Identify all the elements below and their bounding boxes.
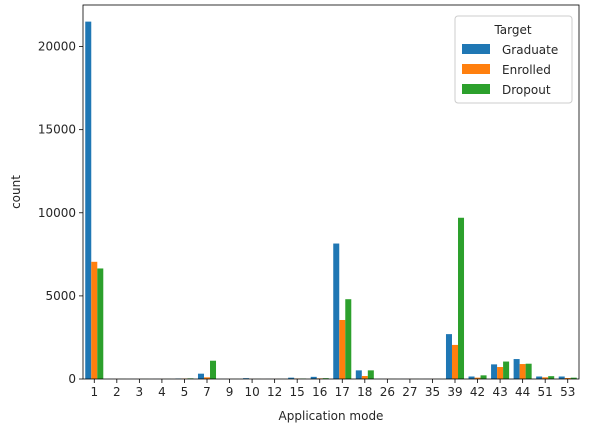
bar-dropout-16 [322,378,329,379]
bar-graduate-53 [558,376,565,379]
plot-frame [82,4,580,380]
bar-enrolled-42 [474,377,481,379]
y-tick-label: 15000 [38,123,76,137]
bar-graduate-18 [355,370,362,379]
legend-label-graduate: Graduate [502,43,558,57]
x-tick-label: 12 [267,385,282,399]
bar-dropout-1 [97,268,104,379]
x-tick-label: 15 [290,385,305,399]
bar-graduate-7 [197,373,204,379]
bar-graduate-42 [468,376,475,379]
x-tick-label: 9 [226,385,234,399]
bar-enrolled-18 [361,376,368,379]
x-tick-label: 39 [447,385,462,399]
y-axis-label: count [9,175,23,209]
bar-dropout-42 [480,375,487,379]
bar-enrolled-44 [519,364,526,379]
x-tick-label: 18 [357,385,372,399]
bar-graduate-39 [445,334,452,379]
y-tick-label: 5000 [45,289,76,303]
legend-box [454,15,573,104]
x-tick-label: 4 [158,385,166,399]
bar-graduate-44 [513,359,520,379]
x-tick-label: 35 [425,385,440,399]
bar-graduate-10 [243,378,250,379]
x-tick-label: 44 [515,385,530,399]
x-tick-label: 17 [335,385,350,399]
x-tick-label: 42 [470,385,485,399]
x-axis: 1 2 3 4 5 7 9 10 12 15 16 17 18 26 27 35 39 42 43 44 51 53 [90,379,575,399]
x-tick-label: 53 [560,385,575,399]
bar-dropout-53 [570,377,577,379]
x-tick-label: 3 [136,385,144,399]
bar-dropout-7 [210,360,217,379]
x-tick-label: 51 [538,385,553,399]
legend-label-dropout: Dropout [502,83,551,97]
bar-graduate-17 [333,243,340,379]
bar-dropout-51 [548,376,555,379]
bar-enrolled-43 [497,367,504,379]
bar-enrolled-51 [542,377,549,379]
bars-group [85,21,577,380]
bar-dropout-44 [525,363,532,379]
x-tick-label: 1 [90,385,98,399]
y-tick-label: 20000 [38,40,76,54]
bar-enrolled-17 [339,319,346,379]
x-axis-label: Application mode [279,409,384,423]
bar-enrolled-39 [451,344,458,379]
legend-swatch-graduate [462,44,490,54]
bar-graduate-16 [310,376,317,379]
x-tick-label: 10 [244,385,259,399]
x-tick-label: 2 [113,385,121,399]
bar-graduate-51 [536,376,543,379]
legend-swatch-dropout [462,84,490,94]
bar-graduate-15 [288,377,295,379]
legend-swatch-enrolled [462,64,490,74]
legend: Target Graduate Enrolled Dropout [454,15,573,104]
bar-dropout-43 [503,361,510,379]
bar-graduate-43 [491,364,498,379]
bar-enrolled-53 [564,378,571,379]
x-tick-label: 27 [402,385,417,399]
y-axis: 0 5000 10000 15000 20000 [38,40,83,386]
bar-dropout-39 [458,217,465,379]
x-tick-label: 43 [492,385,507,399]
legend-label-enrolled: Enrolled [502,63,551,77]
x-tick-label: 16 [312,385,327,399]
bar-dropout-17 [345,299,352,379]
bar-enrolled-1 [91,261,98,379]
y-tick-label: 0 [68,372,76,386]
x-tick-label: 7 [203,385,211,399]
bar-enrolled-7 [203,377,210,379]
x-tick-label: 5 [181,385,189,399]
x-tick-label: 26 [380,385,395,399]
y-tick-label: 10000 [38,206,76,220]
bar-dropout-18 [367,370,374,379]
bar-graduate-1 [85,21,92,380]
legend-title: Target [493,23,531,37]
